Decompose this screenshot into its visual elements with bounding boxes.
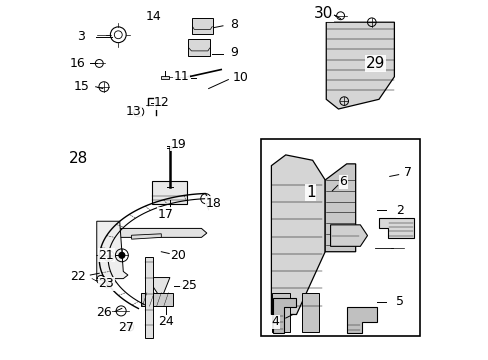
- Circle shape: [119, 252, 124, 258]
- Text: 10: 10: [232, 71, 248, 84]
- Polygon shape: [325, 164, 355, 252]
- Text: 11: 11: [174, 69, 189, 82]
- Text: 5: 5: [396, 296, 404, 309]
- Text: 26: 26: [96, 306, 112, 319]
- Text: 2: 2: [396, 204, 404, 217]
- Polygon shape: [97, 228, 206, 237]
- Text: 30: 30: [313, 6, 332, 21]
- Polygon shape: [131, 234, 161, 239]
- Text: 6: 6: [339, 175, 346, 188]
- Text: 20: 20: [170, 249, 186, 262]
- Circle shape: [128, 325, 131, 328]
- Polygon shape: [273, 298, 296, 333]
- Text: 7: 7: [403, 166, 411, 179]
- Bar: [152, 181, 187, 204]
- Text: 27: 27: [118, 320, 134, 333]
- Text: 3: 3: [77, 30, 85, 43]
- Text: 24: 24: [158, 315, 173, 328]
- Polygon shape: [325, 22, 394, 109]
- Polygon shape: [97, 221, 128, 279]
- Text: 23: 23: [99, 278, 114, 291]
- FancyBboxPatch shape: [191, 18, 212, 34]
- Polygon shape: [144, 257, 153, 338]
- Text: 15: 15: [73, 80, 89, 93]
- Text: 14: 14: [145, 10, 161, 23]
- Bar: [141, 293, 173, 306]
- Bar: [260, 139, 419, 336]
- Text: 21: 21: [99, 249, 114, 262]
- Text: 29: 29: [365, 56, 384, 71]
- Text: 17: 17: [157, 208, 173, 221]
- Bar: [272, 293, 289, 332]
- Text: 13: 13: [125, 105, 141, 118]
- FancyBboxPatch shape: [188, 40, 210, 56]
- Text: 8: 8: [229, 18, 237, 31]
- Polygon shape: [346, 307, 376, 333]
- Text: 22: 22: [70, 270, 85, 283]
- Polygon shape: [271, 155, 325, 315]
- Text: 19: 19: [170, 138, 185, 150]
- Polygon shape: [378, 218, 413, 238]
- Text: 28: 28: [69, 151, 88, 166]
- Polygon shape: [147, 278, 169, 299]
- Text: 1: 1: [305, 185, 315, 200]
- Text: 9: 9: [229, 46, 237, 59]
- Bar: [301, 293, 319, 332]
- Text: 16: 16: [70, 57, 85, 70]
- Text: 12: 12: [154, 96, 169, 109]
- Bar: [161, 76, 168, 78]
- Polygon shape: [330, 225, 367, 246]
- Text: 18: 18: [205, 197, 222, 210]
- Text: 4: 4: [270, 315, 278, 328]
- Text: 25: 25: [181, 279, 197, 292]
